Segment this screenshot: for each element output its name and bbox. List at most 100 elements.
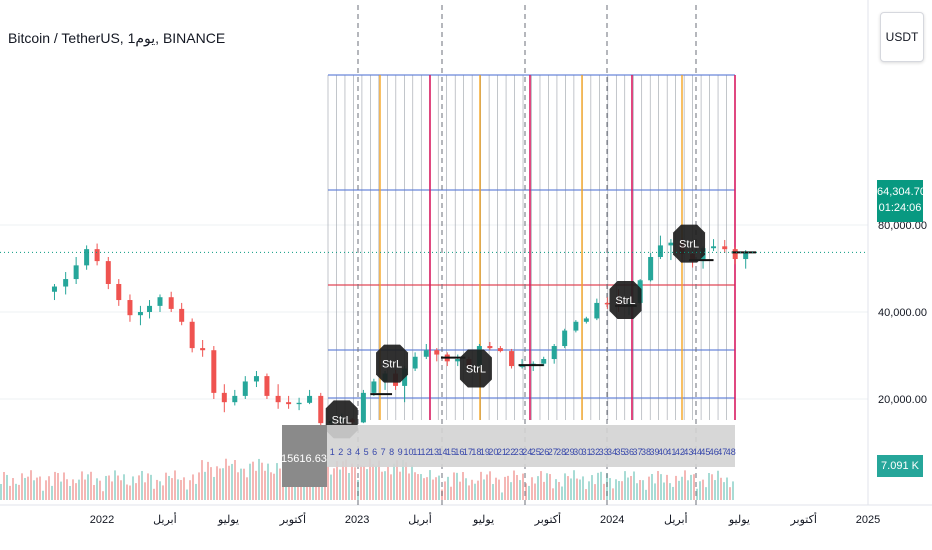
volume-bar: [27, 476, 29, 500]
volume-bar: [189, 480, 191, 500]
volume-bar: [447, 476, 449, 500]
volume-bar: [693, 474, 695, 500]
candle-body: [732, 249, 738, 260]
strl-label: StrL: [679, 239, 699, 251]
candle-body: [434, 350, 440, 355]
volume-bar: [480, 471, 482, 500]
strip-number: 33: [599, 447, 609, 457]
volume-bar: [123, 474, 125, 500]
volume-bar: [663, 482, 665, 500]
candle-body: [147, 305, 153, 312]
volume-bar: [618, 481, 620, 500]
time-tick-label: 2022: [90, 514, 114, 526]
volume-bar: [543, 481, 545, 500]
time-tick-label: يوليو: [472, 514, 494, 526]
volume-bar: [198, 472, 200, 500]
candle-body: [743, 252, 749, 260]
candle-body: [137, 312, 143, 316]
candle-body: [127, 300, 133, 316]
volume-bar: [348, 473, 350, 500]
strip-number: 20: [488, 447, 498, 457]
volume-bar: [615, 479, 617, 500]
volume-bar: [660, 474, 662, 500]
volume-bar: [132, 476, 134, 500]
chart-title: Bitcoin / TetherUS, 1يوم, BINANCE: [8, 30, 226, 46]
time-tick-label: أكتوبر: [789, 512, 816, 526]
volume-bar: [702, 479, 704, 500]
strip-number: 19: [480, 447, 490, 457]
volume-bar: [153, 488, 155, 500]
volume-bar: [672, 486, 674, 500]
volume-bar: [387, 466, 389, 500]
candle-body: [318, 395, 324, 424]
volume-bar: [582, 476, 584, 500]
volume-bar: [237, 472, 239, 500]
candle-body: [221, 392, 227, 403]
volume-bar: [279, 468, 281, 500]
volume-bar: [699, 481, 701, 500]
volume-bar: [504, 476, 506, 500]
candle-body: [179, 308, 185, 322]
volume-bar: [99, 480, 101, 500]
volume-bar: [231, 463, 233, 500]
volume-bar: [372, 464, 374, 500]
volume-bar: [549, 474, 551, 500]
volume-bar: [306, 474, 308, 500]
candle-body: [668, 242, 674, 246]
volume-bar: [675, 475, 677, 500]
volume-bar: [585, 489, 587, 500]
volume-bar: [513, 470, 515, 500]
candle-body: [253, 376, 259, 382]
volume-bar: [33, 480, 35, 500]
strip-number: 13: [429, 447, 439, 457]
volume-bar: [393, 463, 395, 500]
volume-bar: [90, 471, 92, 500]
volume-bar: [84, 479, 86, 500]
candle-body: [189, 321, 195, 349]
volume-bar: [591, 475, 593, 500]
candle-body: [423, 350, 429, 357]
volume-bar: [492, 484, 494, 500]
volume-bar: [330, 474, 332, 500]
volume-bar: [627, 477, 629, 500]
strl-label-shape: [609, 281, 642, 320]
strip-number: 8: [389, 447, 394, 457]
strip-number: 48: [726, 447, 736, 457]
volume-bar: [444, 481, 446, 500]
volume-bar: [654, 483, 656, 500]
volume-bar: [66, 479, 68, 500]
volume-bar: [108, 475, 110, 500]
volume-bar: [624, 471, 626, 500]
volume-bar: [375, 465, 377, 500]
volume-bar: [495, 477, 497, 500]
strip-number: 6: [372, 447, 377, 457]
volume-bar: [540, 471, 542, 500]
volume-bar: [366, 469, 368, 500]
volume-bar: [45, 480, 47, 500]
volume-bar: [630, 476, 632, 500]
strip-number: 15: [446, 447, 456, 457]
volume-bar: [255, 470, 257, 500]
volume-bar: [633, 471, 635, 500]
candle-body: [497, 348, 503, 352]
strip-number: 47: [717, 447, 727, 457]
strip-number: 46: [709, 447, 719, 457]
volume-bar: [105, 475, 107, 500]
strip-number: 14: [437, 447, 447, 457]
candle-body: [51, 286, 57, 292]
strip-number: 4: [355, 447, 360, 457]
volume-bar: [531, 477, 533, 500]
volume-bar: [381, 471, 383, 500]
volume-bar: [30, 470, 32, 500]
volume-bar: [339, 469, 341, 500]
volume-bar: [384, 471, 386, 500]
candle-body: [94, 249, 100, 262]
volume-bar: [687, 480, 689, 500]
volume-bar: [567, 476, 569, 500]
volume-bar: [9, 485, 11, 500]
volume-bar: [459, 481, 461, 500]
volume-bar: [528, 485, 530, 500]
currency-button[interactable]: USDT: [880, 12, 924, 62]
volume-bar: [129, 485, 131, 500]
